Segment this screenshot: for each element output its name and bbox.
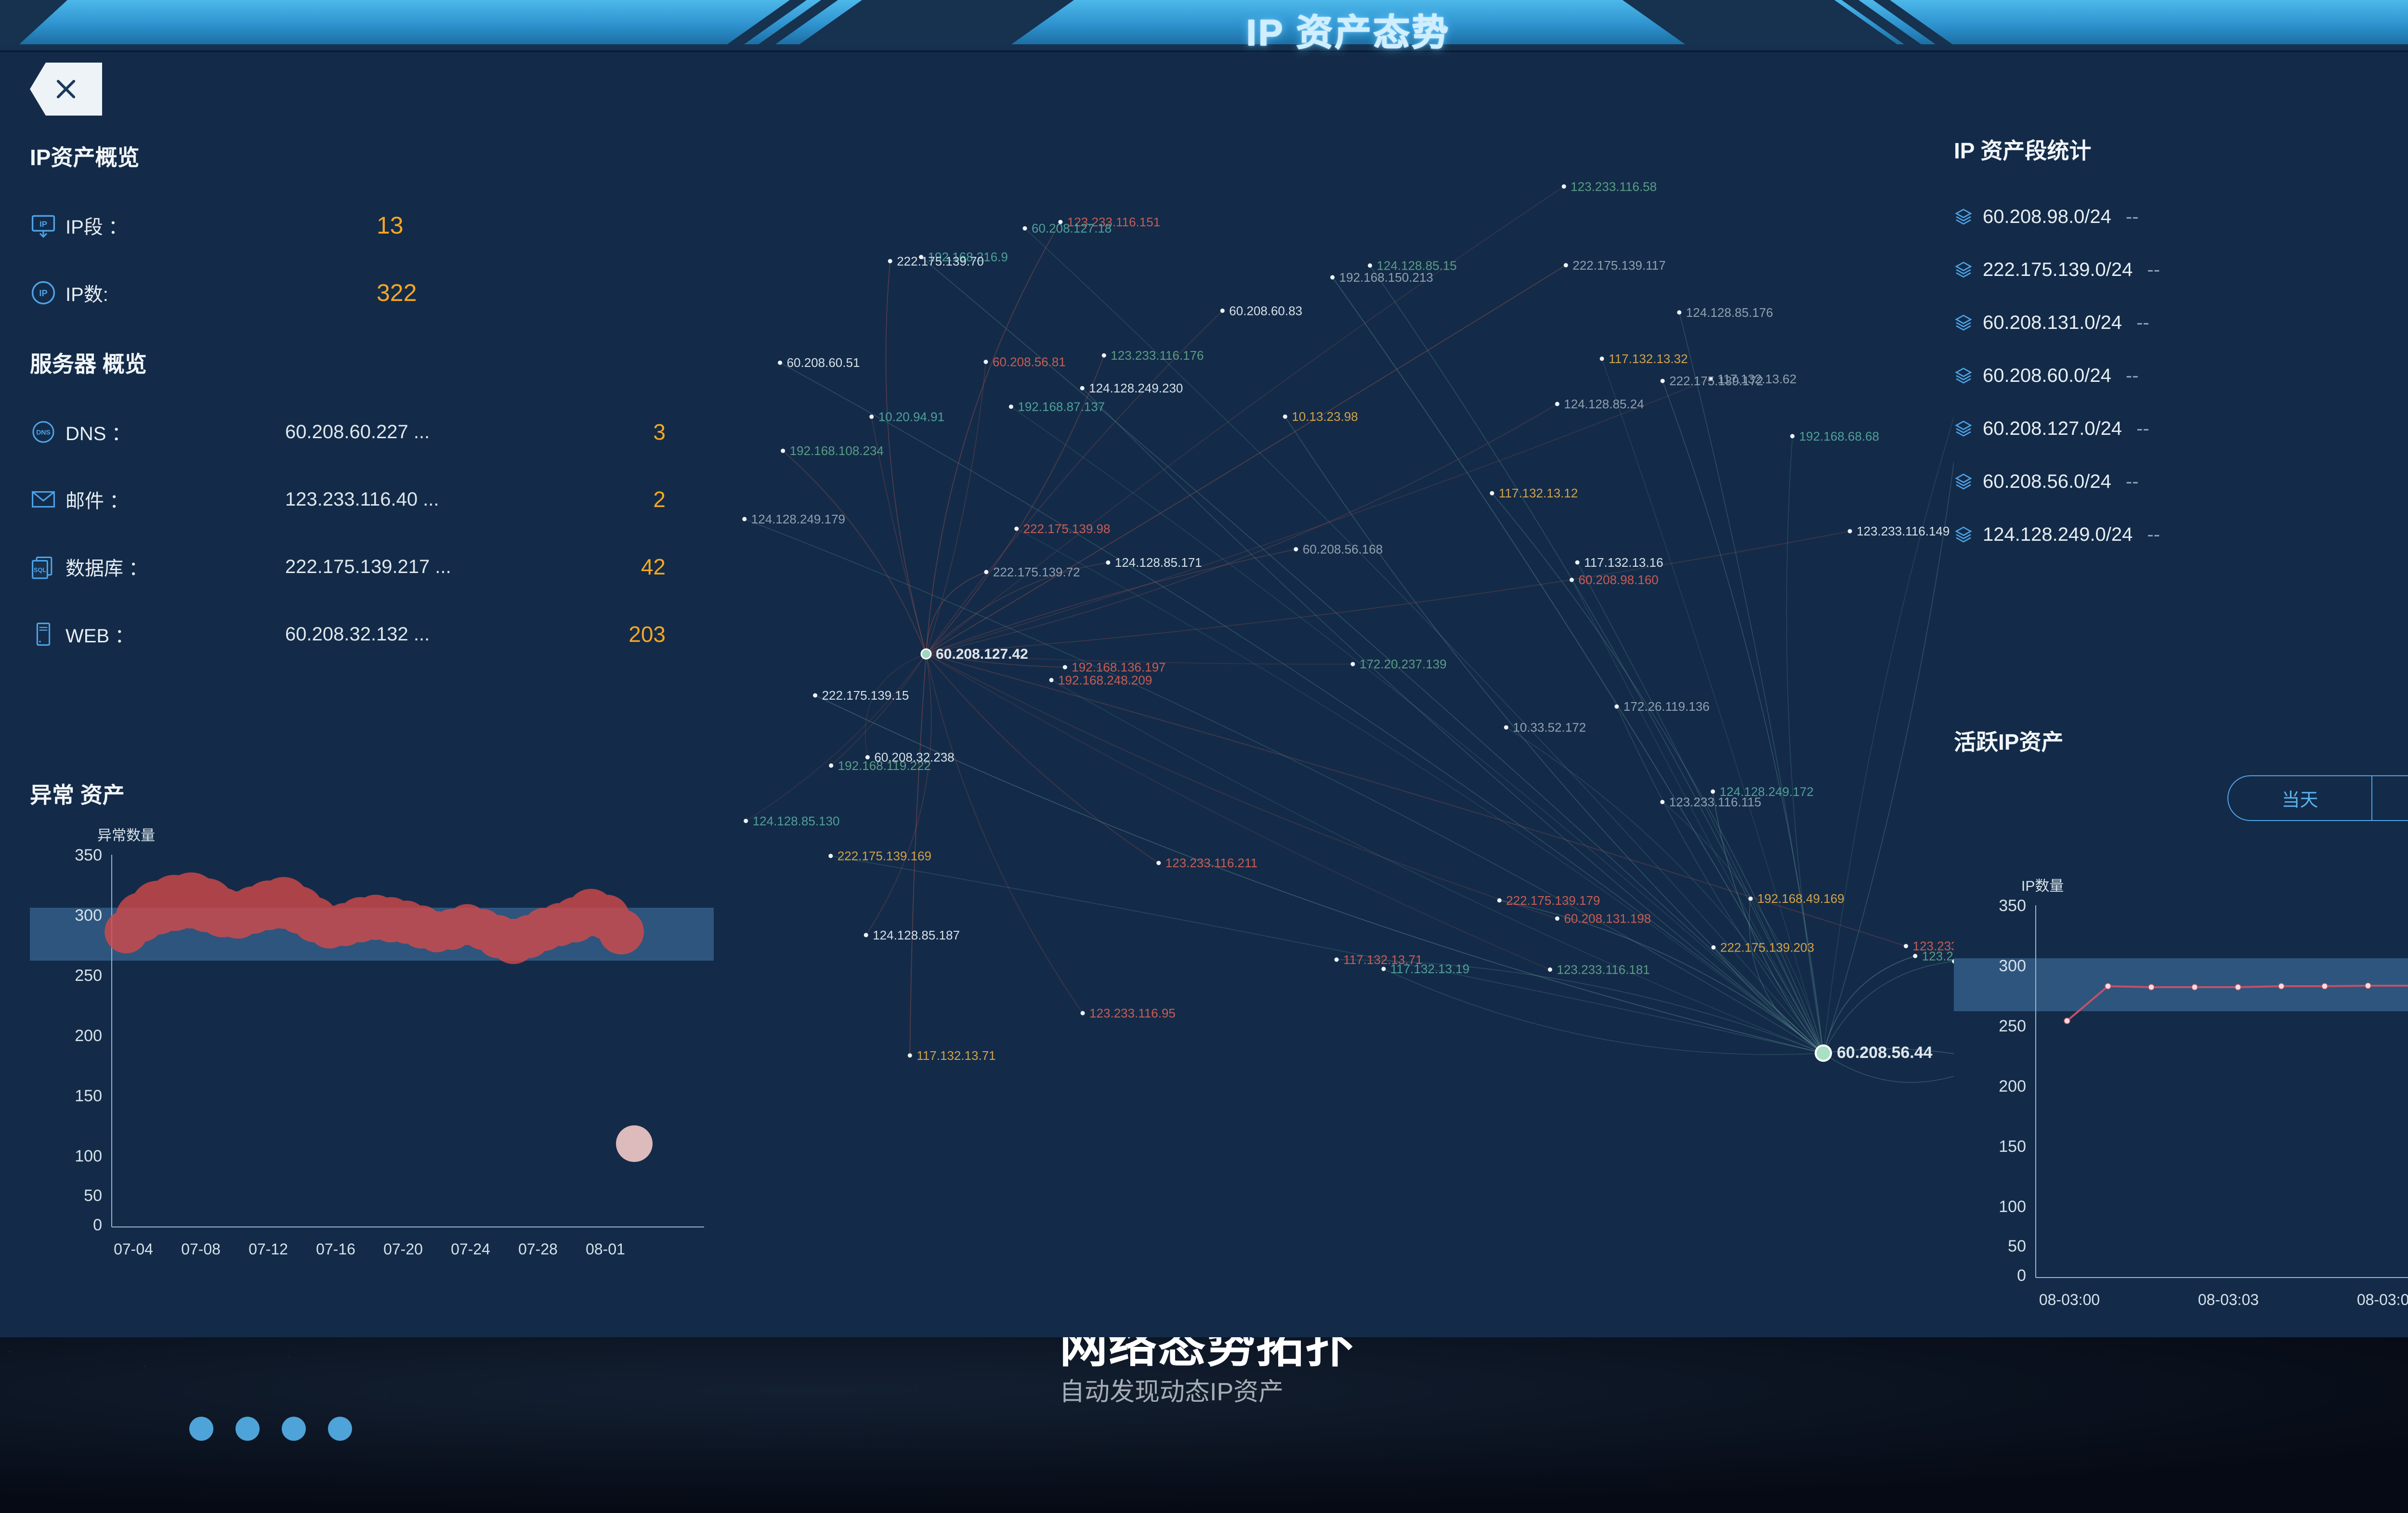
svg-text:07-16: 07-16 xyxy=(316,1240,355,1258)
svg-text:123.233.116.176: 123.233.116.176 xyxy=(1111,348,1204,363)
svg-text:124.128.85.176: 124.128.85.176 xyxy=(1686,305,1773,320)
svg-text:124.128.249.230: 124.128.249.230 xyxy=(1089,381,1183,395)
svg-text:0: 0 xyxy=(2017,1266,2026,1285)
svg-text:172.20.237.139: 172.20.237.139 xyxy=(1360,657,1447,671)
svg-text:222.175.139.15: 222.175.139.15 xyxy=(822,688,909,703)
svg-text:08-03:03: 08-03:03 xyxy=(2198,1291,2259,1308)
svg-text:350: 350 xyxy=(75,846,102,864)
svg-text:192.168.136.197: 192.168.136.197 xyxy=(1072,660,1165,675)
svg-text:172.26.119.136: 172.26.119.136 xyxy=(1623,699,1710,714)
svg-text:60.208.56.81: 60.208.56.81 xyxy=(993,355,1066,369)
svg-text:117.132.13.71: 117.132.13.71 xyxy=(1343,952,1422,967)
svg-text:222.175.139.203: 222.175.139.203 xyxy=(1720,940,1814,955)
svg-text:50: 50 xyxy=(84,1187,102,1205)
svg-text:124.128.249.172: 124.128.249.172 xyxy=(1720,784,1814,799)
svg-text:192.168.108.234: 192.168.108.234 xyxy=(790,443,884,458)
svg-text:222.175.139.117: 222.175.139.117 xyxy=(1572,258,1665,273)
svg-text:300: 300 xyxy=(1999,957,2026,975)
svg-text:200: 200 xyxy=(1999,1077,2026,1096)
svg-text:150: 150 xyxy=(75,1087,102,1105)
svg-text:124.128.85.187: 124.128.85.187 xyxy=(873,928,960,942)
svg-text:222.175.139.72: 222.175.139.72 xyxy=(993,565,1080,579)
svg-text:SQL: SQL xyxy=(34,567,46,574)
svg-text:222.175.139.98: 222.175.139.98 xyxy=(1023,522,1111,536)
svg-text:60.208.32.238: 60.208.32.238 xyxy=(874,750,954,765)
svg-text:08-03:00: 08-03:00 xyxy=(2039,1291,2100,1308)
svg-text:60.208.60.51: 60.208.60.51 xyxy=(787,355,860,370)
svg-text:350: 350 xyxy=(1999,897,2026,915)
svg-text:150: 150 xyxy=(1999,1137,2026,1156)
svg-text:60.208.56.44: 60.208.56.44 xyxy=(1837,1043,1933,1062)
svg-text:123.233.116.181: 123.233.116.181 xyxy=(1557,963,1650,977)
svg-text:123.233.116.211: 123.233.116.211 xyxy=(1165,856,1257,870)
svg-text:10.33.52.172: 10.33.52.172 xyxy=(1513,720,1586,735)
svg-text:117.132.13.12: 117.132.13.12 xyxy=(1499,486,1578,500)
svg-text:124.128.85.24: 124.128.85.24 xyxy=(1564,397,1644,411)
svg-text:124.128.85.15: 124.128.85.15 xyxy=(1377,258,1457,273)
svg-text:08-01: 08-01 xyxy=(586,1240,625,1258)
svg-text:117.132.13.32: 117.132.13.32 xyxy=(1609,352,1688,366)
svg-text:60.208.98.160: 60.208.98.160 xyxy=(1579,573,1659,587)
svg-text:192.168.49.169: 192.168.49.169 xyxy=(1757,891,1845,906)
svg-text:10.13.23.98: 10.13.23.98 xyxy=(1292,409,1358,424)
svg-text:100: 100 xyxy=(1999,1198,2026,1216)
svg-text:60.208.131.198: 60.208.131.198 xyxy=(1564,912,1651,926)
svg-text:117.132.13.16: 117.132.13.16 xyxy=(1584,555,1663,570)
svg-text:123.233.116.95: 123.233.116.95 xyxy=(1089,1006,1176,1020)
svg-text:192.168.68.68: 192.168.68.68 xyxy=(1799,429,1879,443)
svg-text:0: 0 xyxy=(93,1216,102,1234)
svg-text:192.168.248.209: 192.168.248.209 xyxy=(1058,673,1152,687)
svg-text:07-12: 07-12 xyxy=(249,1240,288,1258)
svg-text:222.175.139.172: 222.175.139.172 xyxy=(1669,374,1763,388)
svg-text:60.208.56.168: 60.208.56.168 xyxy=(1303,542,1383,557)
svg-text:123.233.116.58: 123.233.116.58 xyxy=(1570,179,1657,194)
svg-text:07-08: 07-08 xyxy=(181,1240,221,1258)
svg-text:07-04: 07-04 xyxy=(114,1240,153,1258)
svg-text:124.128.249.179: 124.128.249.179 xyxy=(751,512,845,526)
svg-text:07-20: 07-20 xyxy=(383,1240,423,1258)
svg-text:60.208.127.18: 60.208.127.18 xyxy=(1032,221,1112,235)
svg-text:IP: IP xyxy=(39,288,47,298)
svg-text:192.168.87.137: 192.168.87.137 xyxy=(1018,400,1105,414)
svg-text:200: 200 xyxy=(75,1027,102,1045)
svg-text:123.233.116.149: 123.233.116.149 xyxy=(1857,524,1950,538)
svg-text:300: 300 xyxy=(75,906,102,925)
svg-text:222.175.139.70: 222.175.139.70 xyxy=(897,254,984,268)
svg-text:DNS: DNS xyxy=(36,429,51,436)
svg-text:07-24: 07-24 xyxy=(451,1240,490,1258)
svg-text:250: 250 xyxy=(75,966,102,985)
svg-text:07-28: 07-28 xyxy=(518,1240,558,1258)
svg-text:50: 50 xyxy=(2008,1237,2026,1255)
svg-text:08-03:06: 08-03:06 xyxy=(2357,1291,2408,1308)
svg-text:100: 100 xyxy=(75,1147,102,1165)
svg-text:124.128.85.171: 124.128.85.171 xyxy=(1115,555,1202,570)
svg-text:222.175.139.179: 222.175.139.179 xyxy=(1506,893,1600,908)
svg-text:250: 250 xyxy=(1999,1017,2026,1035)
svg-text:60.208.127.42: 60.208.127.42 xyxy=(936,646,1028,662)
svg-text:222.175.139.169: 222.175.139.169 xyxy=(838,849,931,863)
svg-text:60.208.60.83: 60.208.60.83 xyxy=(1229,303,1302,318)
svg-text:124.128.85.130: 124.128.85.130 xyxy=(753,814,840,828)
svg-text:10.20.94.91: 10.20.94.91 xyxy=(878,409,944,424)
svg-text:117.132.13.71: 117.132.13.71 xyxy=(916,1048,995,1063)
svg-text:IP: IP xyxy=(39,220,47,229)
